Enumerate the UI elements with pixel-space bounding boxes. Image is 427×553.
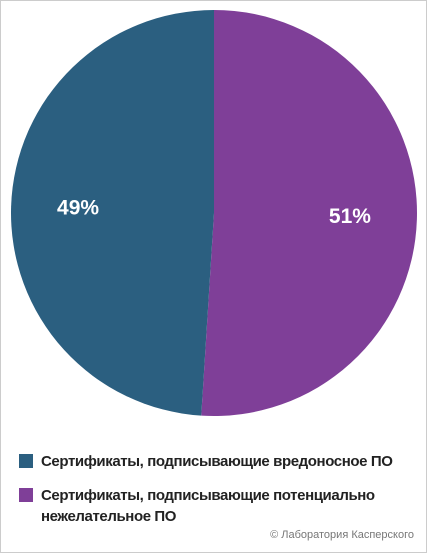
pie-slice xyxy=(11,10,215,416)
legend-label: Сертификаты, подписывающие вредоносное П… xyxy=(41,453,393,470)
legend-label: Сертификаты, подписывающие потенциально … xyxy=(41,487,375,525)
legend-item: Сертификаты, подписывающие потенциально … xyxy=(19,485,419,527)
slice-label: 49% xyxy=(57,196,99,219)
legend-item: Сертификаты, подписывающие вредоносное П… xyxy=(19,451,419,472)
legend-swatch xyxy=(19,454,33,468)
legend-swatch xyxy=(19,488,33,502)
credit: © Лаборатория Касперского xyxy=(270,529,414,541)
chart: 51% 49% xyxy=(11,10,418,417)
pie-slice xyxy=(201,10,418,417)
slice-label: 51% xyxy=(329,205,371,228)
